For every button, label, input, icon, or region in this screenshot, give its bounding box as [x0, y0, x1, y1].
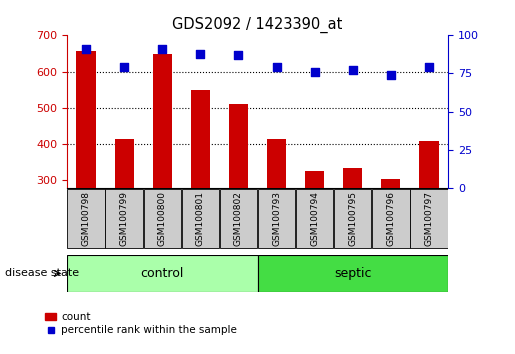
Point: [196, 51, 204, 57]
Bar: [305, 171, 324, 188]
Bar: [382, 178, 401, 188]
Text: GSM100802: GSM100802: [234, 191, 243, 246]
Bar: [67, 189, 105, 249]
Text: GSM100800: GSM100800: [158, 191, 167, 246]
Bar: [410, 189, 448, 249]
Point: [82, 46, 90, 52]
Bar: [106, 189, 143, 249]
Text: GSM100795: GSM100795: [348, 191, 357, 246]
Point: [387, 72, 395, 78]
Bar: [67, 255, 258, 292]
Text: control: control: [141, 267, 184, 280]
Text: GSM100797: GSM100797: [424, 191, 434, 246]
Text: GSM100794: GSM100794: [310, 191, 319, 246]
Point: [120, 64, 128, 70]
Bar: [76, 51, 96, 188]
Bar: [191, 91, 210, 188]
Text: GSM100796: GSM100796: [386, 191, 396, 246]
Bar: [220, 189, 257, 249]
Bar: [182, 189, 219, 249]
Bar: [296, 189, 333, 249]
Point: [311, 69, 319, 75]
Bar: [114, 139, 134, 188]
Text: septic: septic: [334, 267, 371, 280]
Point: [234, 52, 243, 58]
Bar: [344, 169, 363, 188]
Text: disease state: disease state: [5, 268, 79, 279]
Bar: [419, 141, 439, 188]
Bar: [258, 189, 295, 249]
Bar: [258, 255, 448, 292]
Point: [349, 68, 357, 73]
Text: GSM100798: GSM100798: [81, 191, 91, 246]
Bar: [153, 54, 172, 188]
Title: GDS2092 / 1423390_at: GDS2092 / 1423390_at: [173, 16, 342, 33]
Point: [158, 46, 166, 52]
Text: GSM100801: GSM100801: [196, 191, 205, 246]
Bar: [267, 139, 286, 188]
Bar: [144, 189, 181, 249]
Point: [425, 64, 433, 70]
Point: [272, 64, 281, 70]
Legend: count, percentile rank within the sample: count, percentile rank within the sample: [41, 308, 241, 339]
Bar: [229, 104, 248, 188]
Bar: [372, 189, 409, 249]
Bar: [334, 189, 371, 249]
Text: GSM100793: GSM100793: [272, 191, 281, 246]
Text: GSM100799: GSM100799: [119, 191, 129, 246]
